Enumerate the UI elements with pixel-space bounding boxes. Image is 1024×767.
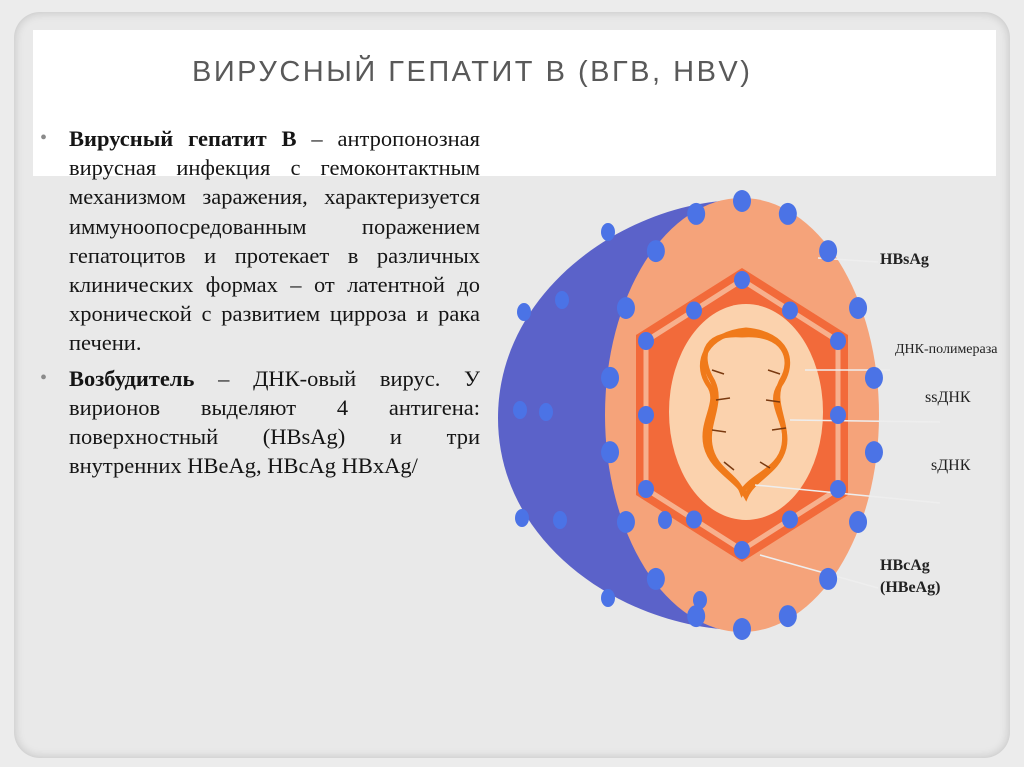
antigen-dot xyxy=(849,511,868,533)
antigen-dot xyxy=(693,591,707,609)
antigen-dot xyxy=(555,291,569,309)
antigen-dot xyxy=(646,567,665,590)
antigen-dot xyxy=(601,223,615,241)
antigen-dot xyxy=(819,567,838,590)
antigen-dot xyxy=(553,511,567,529)
antigen-dot xyxy=(513,401,527,419)
slide-title: ВИРУСНЫЙ ГЕПАТИТ В (ВГВ, HBV) xyxy=(192,56,753,88)
antigen-dot xyxy=(638,332,654,350)
bullet-item-2: • Возбудитель – ДНК-овый вирус. У вирион… xyxy=(40,364,480,481)
title-box xyxy=(33,30,996,176)
antigen-dot xyxy=(782,510,798,529)
antigen-dot xyxy=(638,480,654,498)
antigen-dot xyxy=(778,605,797,628)
dna-strand xyxy=(699,327,791,502)
antigen-dot xyxy=(782,301,798,320)
antigen-dot xyxy=(733,618,751,640)
antigen-dot xyxy=(601,441,620,464)
antigen-dot xyxy=(646,240,665,263)
label-hbcag: HBcAg xyxy=(880,557,930,574)
antigen-dot xyxy=(686,510,702,529)
label-hbeag: (HBeAg) xyxy=(880,579,940,596)
antigen-dot xyxy=(778,202,797,225)
bullet-lead: Возбудитель xyxy=(69,365,195,391)
label-ssdna: ssДНК xyxy=(925,389,971,406)
antigen-dot xyxy=(638,406,654,424)
antigen-dot xyxy=(601,589,615,607)
antigen-dot xyxy=(687,202,706,225)
hbv-virion-diagram: HBsAg ДНК-полимераза ssДНК sДНК HBcAg (H… xyxy=(498,190,998,640)
bullet-dot-icon: • xyxy=(40,127,48,149)
body-text: • Вирусный гепатит В – антропонозная вир… xyxy=(40,124,480,486)
antigen-dot xyxy=(601,366,620,389)
antigen-dot xyxy=(616,297,635,319)
bullet-text: – ДНК-овый вирус. У вирионов выделяют 4 … xyxy=(69,365,480,479)
label-dna-polymerase: ДНК-полимераза xyxy=(895,342,998,357)
antigen-dot xyxy=(819,240,838,263)
bullet-text: – антропонозная вирусная инфекция с гемо… xyxy=(69,126,481,356)
antigen-dot xyxy=(864,366,883,389)
antigen-dot xyxy=(830,406,846,424)
antigen-dot xyxy=(687,605,706,628)
label-sdna: sДНК xyxy=(931,457,971,474)
antigen-dot xyxy=(830,332,846,350)
antigen-dot xyxy=(686,301,702,320)
bullet-dot-icon: • xyxy=(40,366,48,389)
antigen-dot xyxy=(517,303,531,321)
antigen-dot xyxy=(864,441,883,464)
antigen-dot xyxy=(830,480,846,498)
antigen-dot xyxy=(733,190,751,212)
antigen-dot xyxy=(734,271,750,289)
bullet-item-1: • Вирусный гепатит В – антропонозная вир… xyxy=(40,124,480,358)
label-hbsag: HBsAg xyxy=(880,251,929,268)
antigen-dot xyxy=(734,541,750,559)
antigen-dot xyxy=(849,297,868,319)
antigen-dots xyxy=(513,190,883,640)
antigen-dot xyxy=(515,509,529,527)
antigen-dot xyxy=(616,511,635,533)
bullet-lead: Вирусный гепатит В xyxy=(69,126,297,151)
antigen-dot xyxy=(539,403,553,421)
antigen-dot xyxy=(658,511,672,529)
